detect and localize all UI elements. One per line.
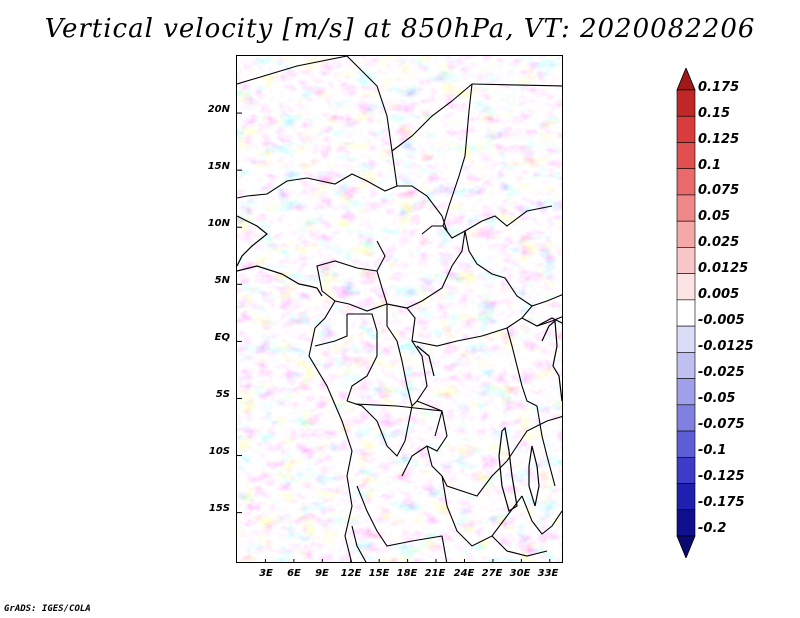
lon-label: 3E: [259, 568, 273, 579]
lon-label: 12E: [340, 568, 362, 579]
colorbar-label: 0.005: [698, 287, 740, 302]
lat-label: 10S: [208, 446, 230, 457]
colorbar: [676, 68, 696, 558]
colorbar-label: 0.125: [698, 132, 740, 147]
lat-label: 10N: [207, 218, 230, 229]
lon-label: 6E: [287, 568, 301, 579]
colorbar-segment: [676, 247, 696, 274]
lat-label: 5S: [215, 389, 230, 400]
lon-label: 27E: [481, 568, 503, 579]
colorbar-segment: [676, 509, 696, 537]
lon-label: 24E: [453, 568, 475, 579]
colorbar-label: 0.05: [698, 209, 731, 224]
lat-label: 15N: [207, 161, 230, 172]
colorbar-label: -0.125: [698, 469, 745, 484]
colorbar-segment: [676, 115, 696, 143]
lat-label: 5N: [214, 275, 230, 286]
lon-label: 9E: [315, 568, 329, 579]
coastline: [237, 215, 562, 512]
lat-label: 15S: [208, 503, 230, 514]
colorbar-label: -0.05: [698, 391, 736, 406]
colorbar-segment: [676, 168, 696, 196]
colorbar-label: -0.0125: [698, 339, 754, 354]
lon-label: 30E: [509, 568, 531, 579]
lon-label: 15E: [368, 568, 390, 579]
colorbar-label: 0.0125: [698, 261, 749, 276]
colorbar-segment: [676, 299, 696, 327]
colorbar-label: 0.1: [698, 158, 722, 173]
colorbar-segment: [676, 325, 696, 353]
velocity-field-texture: [237, 56, 562, 562]
colorbar-label: 0.025: [698, 235, 740, 250]
colorbar-cap-top: [676, 68, 696, 91]
colorbar-label: -0.1: [698, 443, 727, 458]
vertical-velocity-map: [237, 56, 562, 562]
lon-label: 21E: [424, 568, 446, 579]
colorbar-segment: [676, 89, 696, 117]
grads-credit: GrADS: IGES/COLA: [4, 604, 91, 614]
colorbar-label: 0.175: [698, 80, 740, 95]
map-panel: [236, 55, 563, 563]
country-borders: [237, 56, 562, 562]
colorbar-segment: [676, 142, 696, 170]
colorbar-segment: [676, 220, 696, 248]
colorbar-label: -0.2: [698, 521, 727, 536]
colorbar-label: 0.075: [698, 183, 740, 198]
colorbar-segment: [676, 483, 696, 511]
colorbar-segment: [676, 430, 696, 458]
colorbar-label: -0.005: [698, 313, 745, 328]
lon-label: 18E: [396, 568, 418, 579]
colorbar-segment: [676, 273, 696, 301]
colorbar-segment: [676, 194, 696, 222]
colorbar-label: -0.175: [698, 495, 745, 510]
lon-label: 33E: [537, 568, 559, 579]
colorbar-label: 0.15: [698, 106, 731, 121]
colorbar-segment: [676, 352, 696, 379]
lat-label: EQ: [214, 332, 230, 343]
colorbar-segment: [676, 378, 696, 406]
colorbar-segment: [676, 456, 696, 484]
colorbar-label: -0.025: [698, 365, 745, 380]
colorbar-label: -0.075: [698, 417, 745, 432]
colorbar-cap-bottom: [676, 535, 696, 558]
plot-title: Vertical velocity [m/s] at 850hPa, VT: 2…: [44, 14, 756, 44]
lat-label: 20N: [207, 104, 230, 115]
colorbar-segment: [676, 404, 696, 432]
